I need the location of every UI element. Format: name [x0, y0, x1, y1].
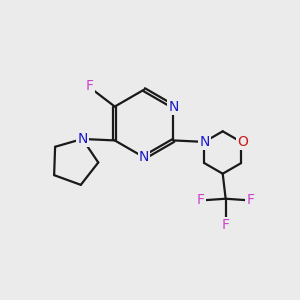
Text: F: F [86, 79, 94, 93]
Text: N: N [77, 132, 88, 146]
Text: N: N [168, 100, 178, 114]
Text: F: F [246, 193, 254, 207]
Text: N: N [139, 150, 149, 164]
Text: N: N [199, 135, 209, 149]
Text: F: F [222, 218, 230, 232]
Text: O: O [237, 135, 248, 149]
Text: F: F [197, 193, 205, 207]
